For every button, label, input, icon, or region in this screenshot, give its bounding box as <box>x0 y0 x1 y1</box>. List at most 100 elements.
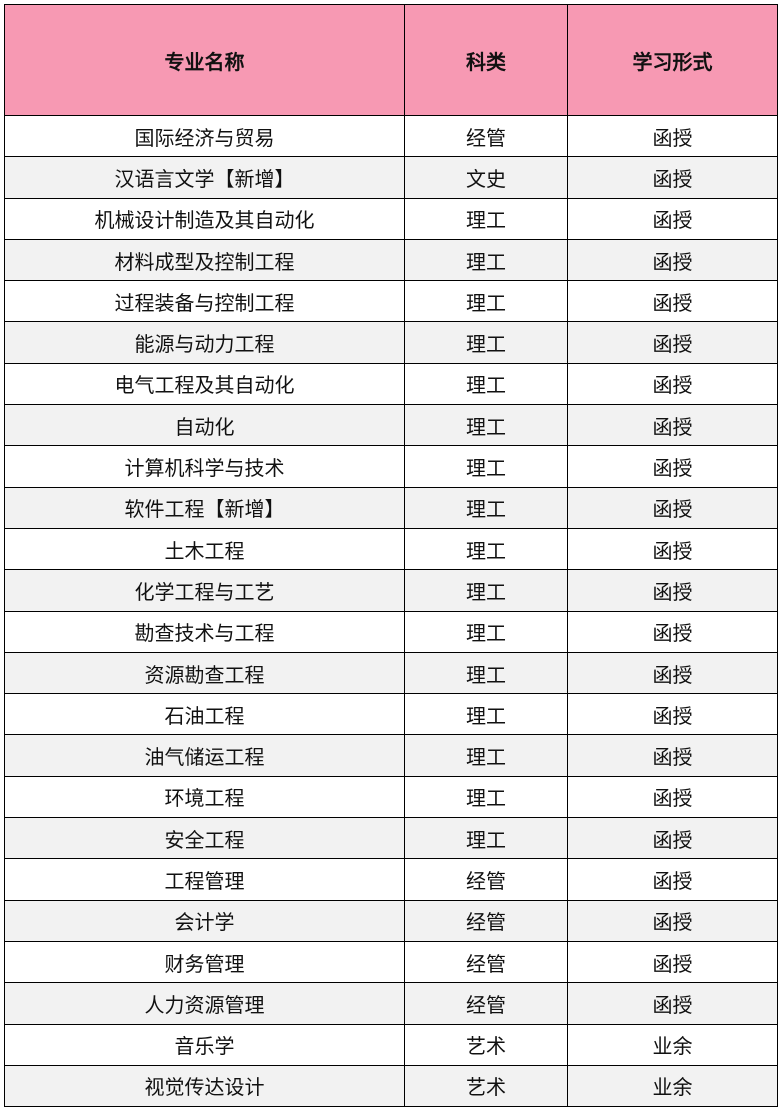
cell-major: 能源与动力工程 <box>4 321 405 364</box>
table-row: 计算机科学与技术 理工 函授 <box>4 445 778 488</box>
cell-mode: 函授 <box>567 610 778 653</box>
cell-major: 人力资源管理 <box>4 982 405 1025</box>
cell-mode: 函授 <box>567 569 778 612</box>
table-row: 人力资源管理 经管 函授 <box>4 982 778 1025</box>
cell-category: 经管 <box>404 940 568 984</box>
header-major: 专业名称 <box>4 4 405 116</box>
cell-category: 经管 <box>404 114 568 158</box>
header-mode: 学习形式 <box>567 4 778 116</box>
cell-category: 理工 <box>404 734 568 777</box>
cell-category: 理工 <box>404 775 568 819</box>
cell-major: 工程管理 <box>4 858 405 901</box>
cell-mode: 函授 <box>567 321 778 364</box>
cell-mode: 函授 <box>567 362 778 406</box>
cell-major: 自动化 <box>4 404 405 447</box>
cell-mode: 函授 <box>567 940 778 984</box>
cell-category: 理工 <box>404 651 568 695</box>
cell-major: 视觉传达设计 <box>4 1064 405 1108</box>
cell-category: 艺术 <box>404 1023 568 1066</box>
cell-major: 汉语言文学【新增】 <box>4 156 405 199</box>
table-row: 过程装备与控制工程 理工 函授 <box>4 280 778 323</box>
cell-category: 理工 <box>404 693 568 736</box>
cell-mode: 函授 <box>567 775 778 819</box>
table-row: 财务管理 经管 函授 <box>4 940 778 984</box>
cell-category: 理工 <box>404 404 568 447</box>
table-row: 材料成型及控制工程 理工 函授 <box>4 238 778 282</box>
cell-major: 勘查技术与工程 <box>4 610 405 653</box>
table-row: 机械设计制造及其自动化 理工 函授 <box>4 197 778 240</box>
cell-major: 石油工程 <box>4 693 405 736</box>
cell-category: 经管 <box>404 899 568 942</box>
cell-mode: 函授 <box>567 156 778 199</box>
cell-mode: 业余 <box>567 1064 778 1108</box>
header-category: 科类 <box>404 4 568 116</box>
cell-major: 软件工程【新增】 <box>4 486 405 529</box>
cell-major: 土木工程 <box>4 527 405 571</box>
cell-category: 理工 <box>404 197 568 240</box>
cell-category: 经管 <box>404 858 568 901</box>
cell-mode: 函授 <box>567 858 778 901</box>
cell-category: 理工 <box>404 280 568 323</box>
cell-mode: 函授 <box>567 238 778 282</box>
cell-category: 艺术 <box>404 1064 568 1108</box>
cell-category: 理工 <box>404 321 568 364</box>
cell-category: 理工 <box>404 569 568 612</box>
cell-category: 经管 <box>404 982 568 1025</box>
cell-category: 理工 <box>404 817 568 860</box>
cell-major: 机械设计制造及其自动化 <box>4 197 405 240</box>
table-row: 自动化 理工 函授 <box>4 404 778 447</box>
table-row: 石油工程 理工 函授 <box>4 693 778 736</box>
cell-major: 计算机科学与技术 <box>4 445 405 488</box>
cell-major: 财务管理 <box>4 940 405 984</box>
table-row: 勘查技术与工程 理工 函授 <box>4 610 778 653</box>
table-row: 音乐学 艺术 业余 <box>4 1023 778 1066</box>
cell-major: 油气储运工程 <box>4 734 405 777</box>
cell-category: 文史 <box>404 156 568 199</box>
table-row: 电气工程及其自动化 理工 函授 <box>4 362 778 406</box>
cell-major: 材料成型及控制工程 <box>4 238 405 282</box>
cell-mode: 函授 <box>567 817 778 860</box>
cell-mode: 函授 <box>567 280 778 323</box>
cell-major: 安全工程 <box>4 817 405 860</box>
cell-major: 音乐学 <box>4 1023 405 1066</box>
table-row: 资源勘查工程 理工 函授 <box>4 651 778 695</box>
cell-mode: 函授 <box>567 693 778 736</box>
cell-mode: 函授 <box>567 527 778 571</box>
table-row: 汉语言文学【新增】 文史 函授 <box>4 156 778 199</box>
cell-mode: 函授 <box>567 197 778 240</box>
cell-category: 理工 <box>404 238 568 282</box>
cell-major: 化学工程与工艺 <box>4 569 405 612</box>
table-row: 安全工程 理工 函授 <box>4 817 778 860</box>
cell-major: 国际经济与贸易 <box>4 114 405 158</box>
table-row: 土木工程 理工 函授 <box>4 527 778 571</box>
table-row: 化学工程与工艺 理工 函授 <box>4 569 778 612</box>
cell-major: 会计学 <box>4 899 405 942</box>
cell-major: 资源勘查工程 <box>4 651 405 695</box>
cell-mode: 函授 <box>567 486 778 529</box>
table-row: 油气储运工程 理工 函授 <box>4 734 778 777</box>
cell-mode: 函授 <box>567 404 778 447</box>
cell-mode: 函授 <box>567 982 778 1025</box>
cell-mode: 函授 <box>567 651 778 695</box>
cell-category: 理工 <box>404 527 568 571</box>
cell-category: 理工 <box>404 486 568 529</box>
cell-category: 理工 <box>404 610 568 653</box>
table-row: 国际经济与贸易 经管 函授 <box>4 114 778 158</box>
table-row: 软件工程【新增】 理工 函授 <box>4 486 778 529</box>
cell-major: 电气工程及其自动化 <box>4 362 405 406</box>
majors-table: 专业名称 科类 学习形式 国际经济与贸易 经管 函授 汉语言文学【新增】 文史 函授 机械设… <box>4 4 778 1108</box>
table-row: 工程管理 经管 函授 <box>4 858 778 901</box>
cell-major: 环境工程 <box>4 775 405 819</box>
cell-mode: 业余 <box>567 1023 778 1066</box>
cell-mode: 函授 <box>567 114 778 158</box>
cell-mode: 函授 <box>567 445 778 488</box>
cell-major: 过程装备与控制工程 <box>4 280 405 323</box>
table-row: 环境工程 理工 函授 <box>4 775 778 819</box>
table-row: 视觉传达设计 艺术 业余 <box>4 1064 778 1108</box>
table-row: 能源与动力工程 理工 函授 <box>4 321 778 364</box>
cell-category: 理工 <box>404 362 568 406</box>
cell-category: 理工 <box>404 445 568 488</box>
table-body: 国际经济与贸易 经管 函授 汉语言文学【新增】 文史 函授 机械设计制造及其自动化 理工 函授材… <box>4 114 778 1108</box>
header-row: 专业名称 科类 学习形式 <box>4 4 778 116</box>
cell-mode: 函授 <box>567 734 778 777</box>
